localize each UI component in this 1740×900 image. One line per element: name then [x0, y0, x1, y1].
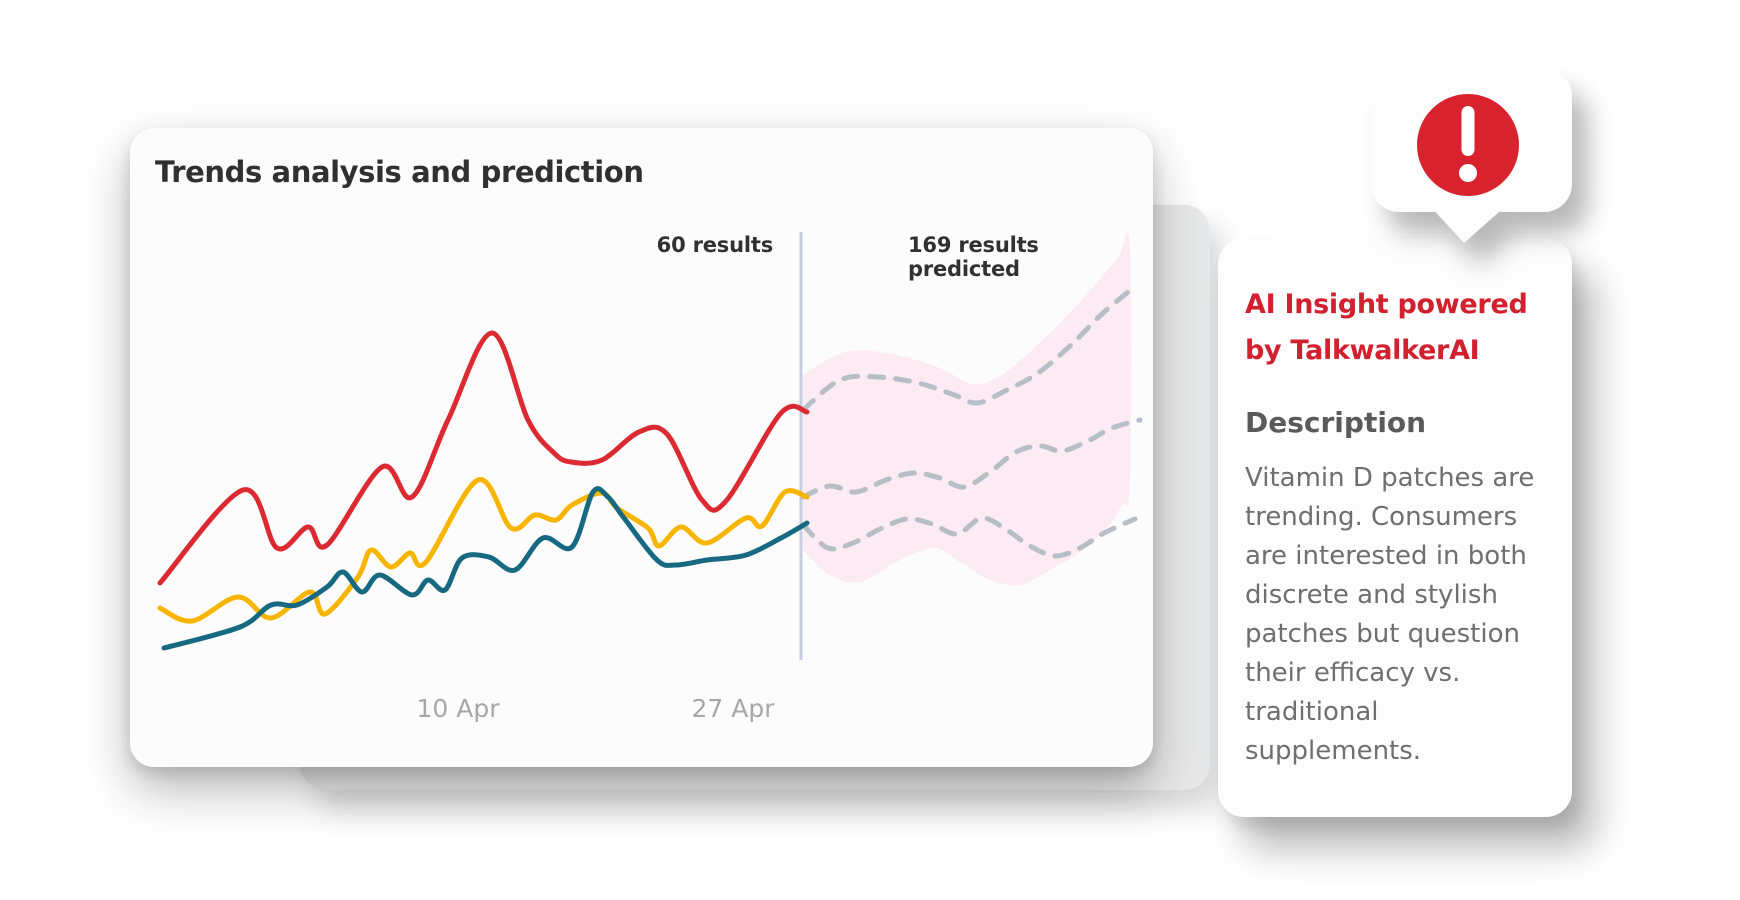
description-body-line: supplements.	[1245, 736, 1422, 766]
alert-speech-bubble	[1371, 68, 1572, 243]
description-body-line: patches but question	[1245, 619, 1520, 649]
description-body-line: their efficacy vs.	[1245, 658, 1461, 688]
chart-title: Trends analysis and prediction	[155, 155, 644, 189]
description-heading: Description	[1245, 406, 1427, 439]
trend-chart	[157, 232, 1143, 660]
description-body-line: Vitamin D patches are	[1245, 463, 1535, 493]
insight-heading-line2: by TalkwalkerAI	[1245, 335, 1480, 366]
ai-insight-card: AI Insight powered by TalkwalkerAI Descr…	[1218, 238, 1572, 817]
x-axis-tick-10apr: 10 Apr	[416, 694, 500, 723]
trends-chart-card: Trends analysis and prediction 60 result…	[130, 128, 1153, 767]
description-body-line: trending. Consumers	[1245, 502, 1518, 532]
observed-results-label: 60 results	[656, 233, 774, 257]
predicted-lower-line	[800, 515, 1138, 559]
series-red-line	[157, 330, 810, 586]
series-teal-line	[161, 486, 810, 651]
description-body: Vitamin D patches are trending. Consumers…	[1245, 459, 1546, 771]
insight-heading: AI Insight powered by TalkwalkerAI	[1245, 282, 1546, 374]
predicted-upper-line	[800, 285, 1136, 413]
bubble-tail	[1428, 204, 1508, 243]
description-body-line: discrete and stylish	[1245, 580, 1498, 610]
prediction-band	[803, 232, 1132, 586]
insight-heading-line1: AI Insight powered	[1245, 289, 1528, 320]
exclamation-icon	[1459, 106, 1477, 182]
description-body-line: are interested in both	[1245, 541, 1527, 571]
predicted-middle-line	[800, 417, 1143, 500]
predicted-results-label: 169 results predicted	[908, 233, 1039, 281]
x-axis-tick-27apr: 27 Apr	[691, 694, 775, 723]
description-body-line: traditional	[1245, 697, 1379, 727]
